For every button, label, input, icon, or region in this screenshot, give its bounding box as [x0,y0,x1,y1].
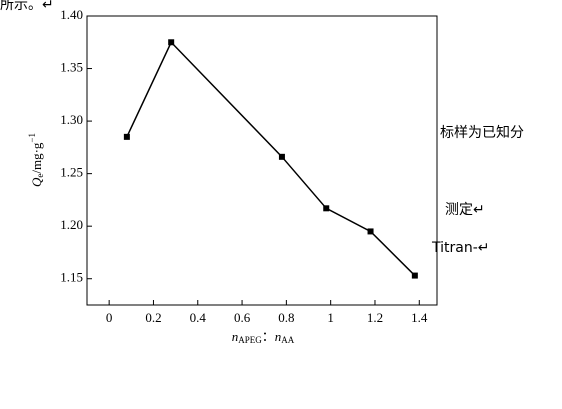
y-tick-label: 1.25 [60,165,83,180]
x-tick-label: 0.8 [278,310,294,325]
x-tick-label: 0.6 [234,310,251,325]
data-point [278,153,285,160]
plot-frame [86,15,438,306]
y-tick-label: 1.40 [60,7,83,22]
text-fragment: 标样为已知分 [440,124,524,141]
data-point [123,133,130,140]
x-tick-label: 0.2 [145,310,161,325]
y-tick-label: 1.20 [60,217,83,232]
y-tick-label: 1.30 [60,112,83,127]
y-axis-label: Qe/mg·g−1 [27,133,45,187]
data-point [168,39,175,46]
data-point [411,272,418,279]
data-point [323,205,330,212]
data-point [367,228,374,235]
x-tick-label: 0 [106,310,113,325]
y-tick-label: 1.35 [60,60,83,75]
x-tick-label: 1 [327,310,334,325]
text-fragment: 所示。↵ [0,0,54,13]
x-tick-label: 1.2 [367,310,383,325]
text-fragment: 测定↵ [445,202,485,218]
y-tick-label: 1.15 [60,270,83,285]
x-tick-label: 1.4 [411,310,428,325]
text-fragment: Titran-↵ [431,240,490,256]
x-tick-label: 0.4 [190,310,207,325]
x-axis-label: nAPEG：nAA [232,329,295,345]
data-line [126,40,416,277]
